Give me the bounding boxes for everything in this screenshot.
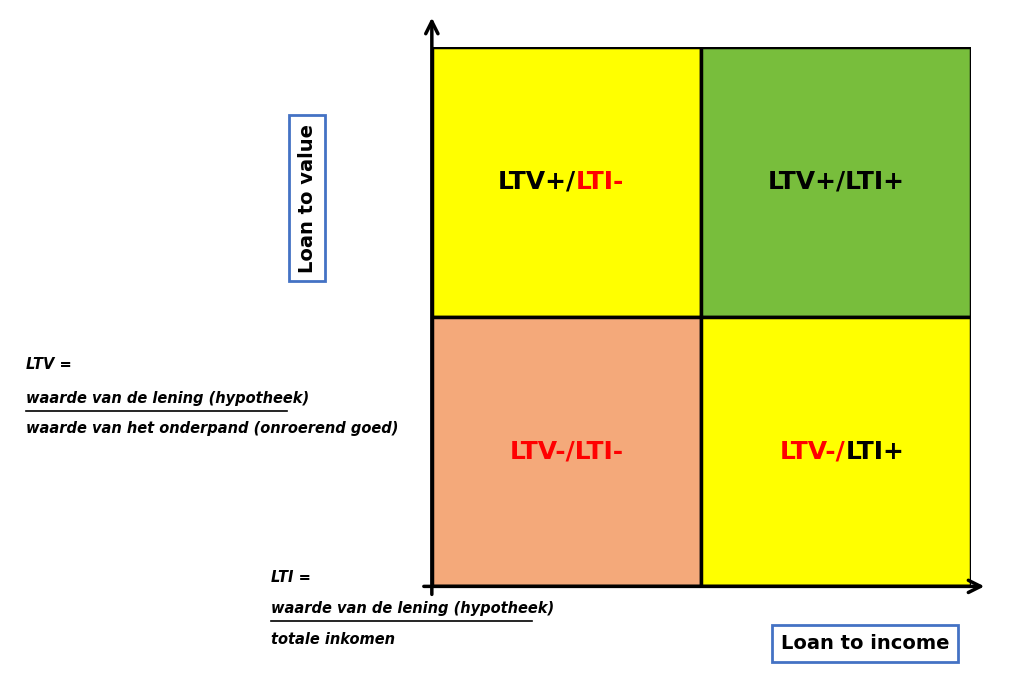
Text: waarde van de lening (hypotheek): waarde van de lening (hypotheek) — [271, 601, 554, 616]
Text: waarde van het onderpand (onroerend goed): waarde van het onderpand (onroerend goed… — [26, 421, 398, 436]
Text: Loan to income: Loan to income — [780, 634, 949, 653]
Text: LTV+/: LTV+/ — [498, 170, 575, 194]
Bar — [701, 317, 971, 586]
Text: LTI =: LTI = — [271, 570, 311, 584]
Text: LTI-: LTI- — [575, 170, 625, 194]
Text: LTV-/: LTV-/ — [779, 439, 846, 464]
Text: LTV-/LTI-: LTV-/LTI- — [510, 439, 624, 464]
Text: LTV+/LTI+: LTV+/LTI+ — [768, 170, 905, 194]
Bar — [432, 47, 701, 317]
Text: LTI+: LTI+ — [846, 439, 904, 464]
Text: LTV =: LTV = — [26, 357, 72, 372]
Text: totale inkomen: totale inkomen — [271, 632, 395, 647]
Bar — [701, 47, 971, 317]
Bar — [432, 317, 701, 586]
Text: waarde van de lening (hypotheek): waarde van de lening (hypotheek) — [26, 391, 308, 406]
Text: Loan to value: Loan to value — [298, 123, 316, 273]
